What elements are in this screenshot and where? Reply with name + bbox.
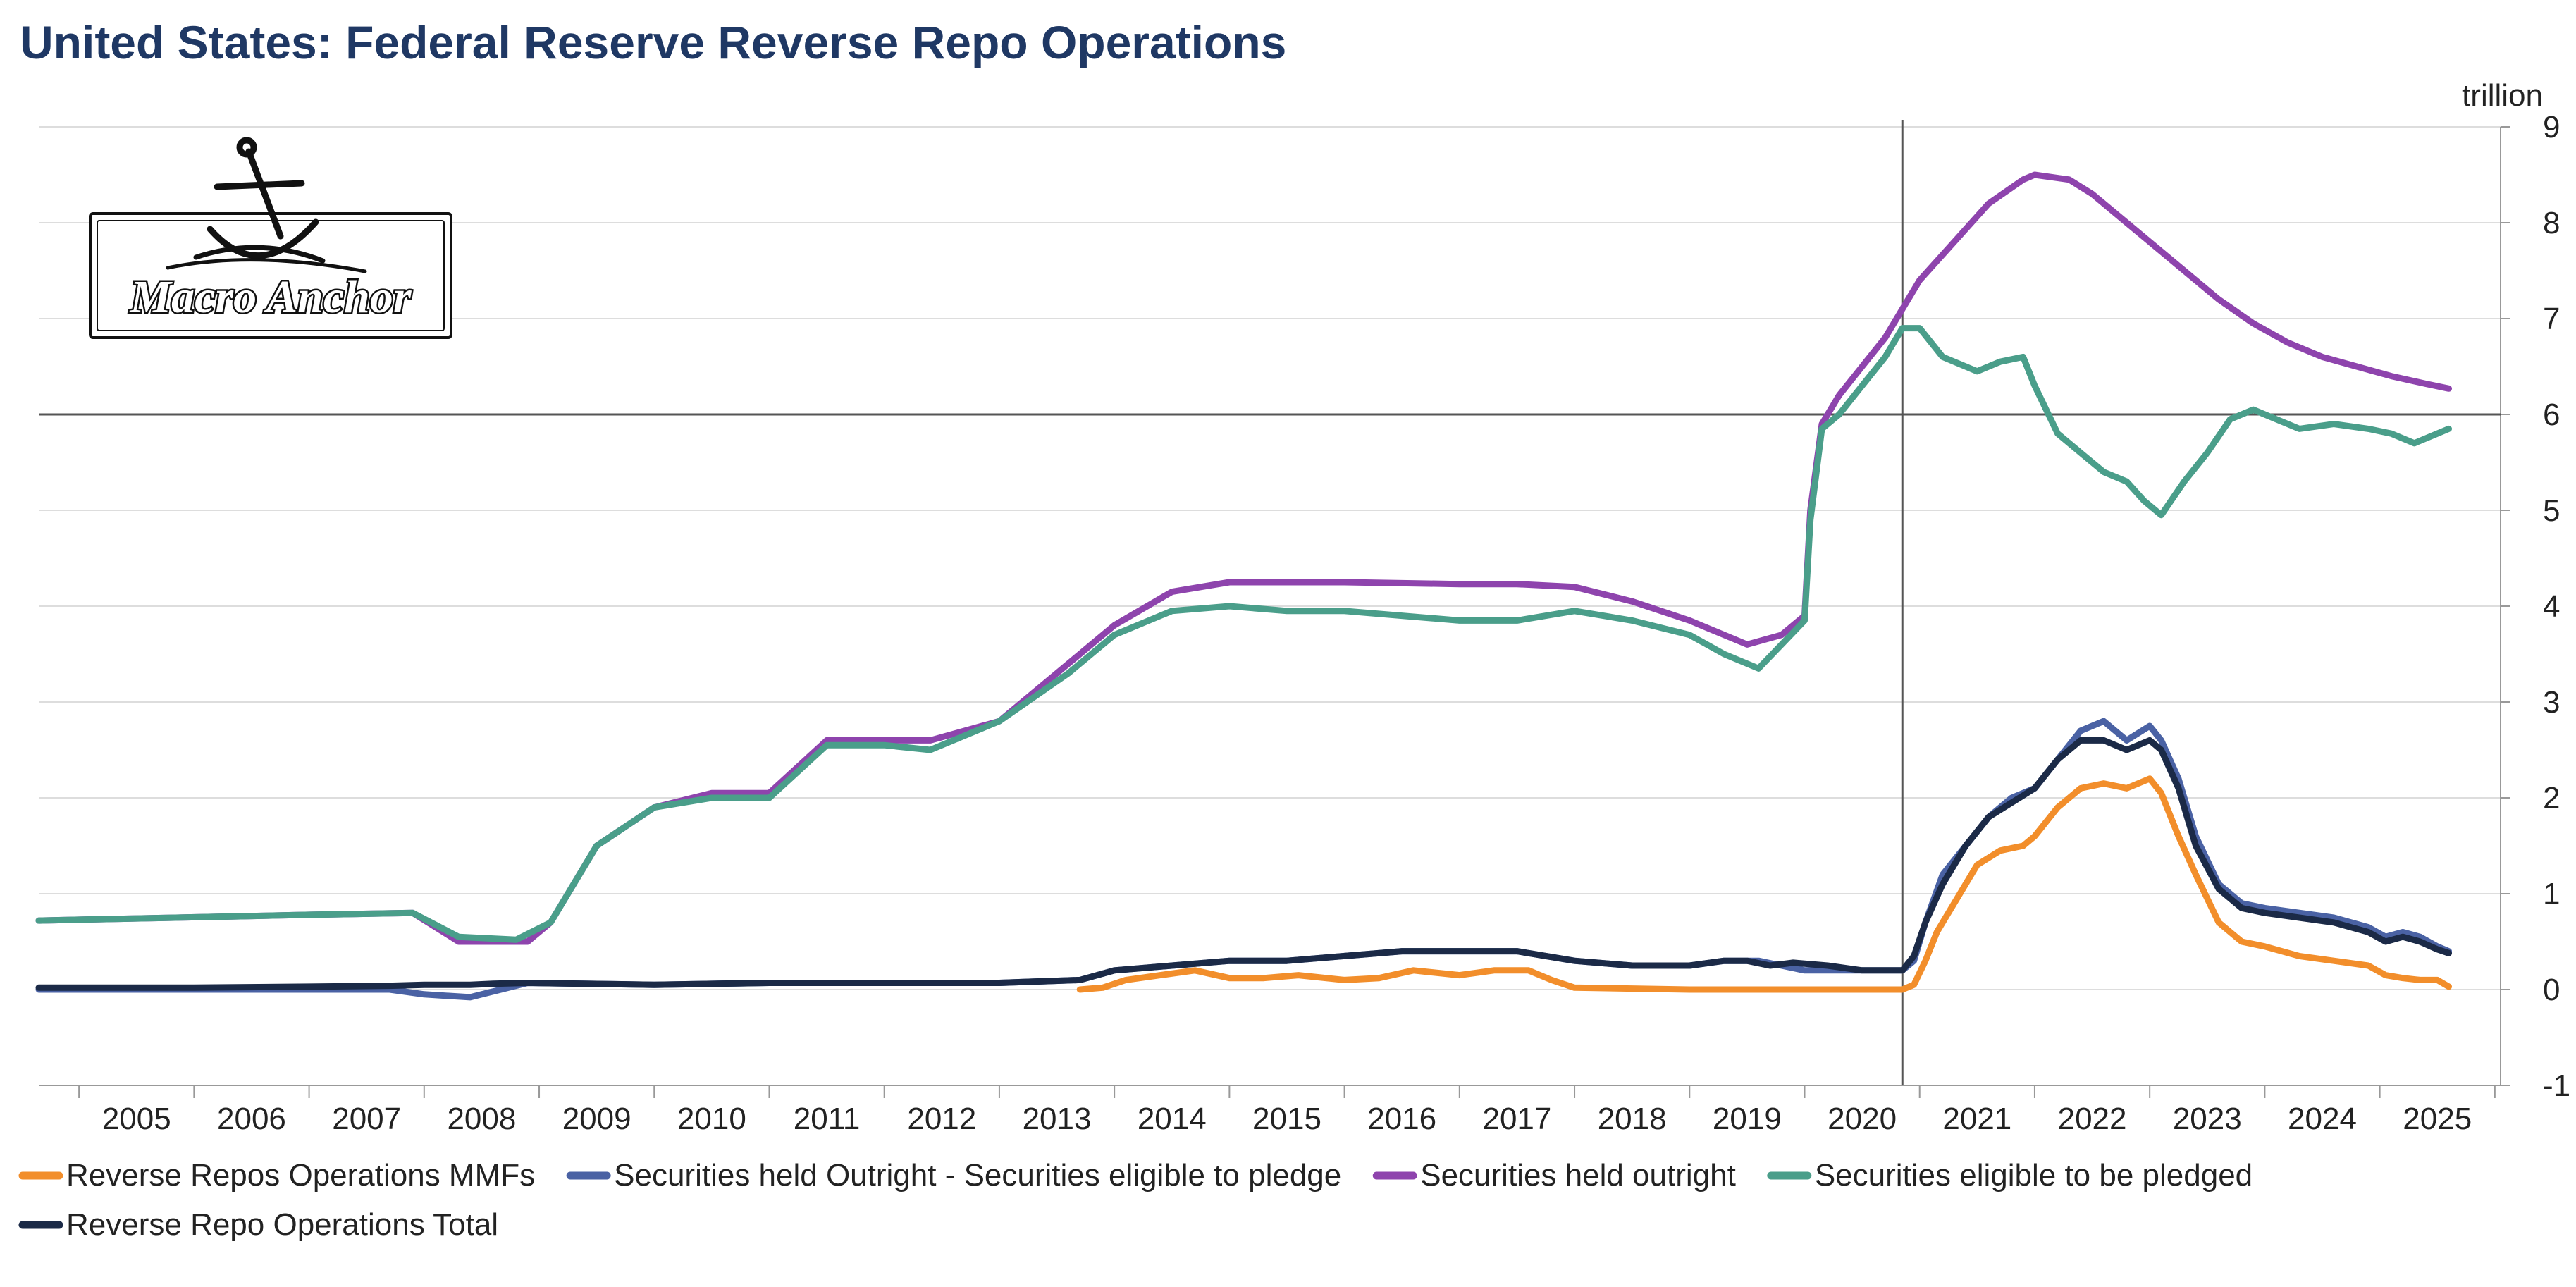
x-tick-label: 2008 xyxy=(447,1102,516,1136)
x-tick-label: 2016 xyxy=(1367,1102,1436,1136)
x-tick-label: 2005 xyxy=(102,1102,171,1136)
y-tick-label: 8 xyxy=(2543,206,2560,240)
x-tick-labels: 2005 2006 2007 2008 2009 2010 2011 2012 2013 2014… xyxy=(78,1085,2496,1136)
x-tick-label: 2014 xyxy=(1138,1102,1207,1136)
y-tick-label: 9 xyxy=(2543,110,2560,144)
x-tick-label: 2024 xyxy=(2288,1102,2357,1136)
x-tick-label: 2022 xyxy=(2058,1102,2127,1136)
macro-anchor-logo: Macro Anchor xyxy=(89,137,452,339)
y-tick-label: 6 xyxy=(2543,398,2560,432)
y-tick-label: -1 xyxy=(2543,1069,2570,1103)
x-tick-label: 2015 xyxy=(1252,1102,1321,1136)
anchor-icon xyxy=(166,137,367,273)
x-tick-label: 2019 xyxy=(1713,1102,1782,1136)
axes xyxy=(39,127,2501,1086)
y-tick-label: 3 xyxy=(2543,685,2560,720)
series-lines xyxy=(35,171,2452,1001)
x-tick-label: 2013 xyxy=(1023,1102,1092,1136)
x-tick-label: 2018 xyxy=(1598,1102,1667,1136)
y-tick-label: 2 xyxy=(2543,781,2560,815)
legend: Reverse Repos Operations MMFs Securities … xyxy=(18,1158,2253,1242)
x-tick-label: 2017 xyxy=(1482,1102,1551,1136)
x-tick-label: 2025 xyxy=(2403,1102,2472,1136)
x-tick-label: 2009 xyxy=(562,1102,631,1136)
legend-label: Securities held outright xyxy=(1420,1158,1736,1193)
series-line xyxy=(35,325,2452,943)
x-tick-label: 2011 xyxy=(794,1102,861,1136)
y-tick-label: 0 xyxy=(2543,973,2560,1007)
x-tick-label: 2010 xyxy=(677,1102,746,1136)
logo-text: Macro Anchor xyxy=(129,271,412,323)
y-tick-label: 5 xyxy=(2543,493,2560,528)
series-line xyxy=(35,737,2452,991)
legend-label: Reverse Repo Operations Total xyxy=(66,1207,498,1242)
x-tick-label: 2020 xyxy=(1828,1102,1897,1136)
reference-lines xyxy=(39,120,2501,1085)
series-line xyxy=(35,718,2452,1001)
x-tick-label: 2006 xyxy=(217,1102,286,1136)
logo-frame-inner xyxy=(97,220,445,331)
y-tick-label: 1 xyxy=(2543,877,2560,911)
chart-title: United States: Federal Reserve Reverse R… xyxy=(20,16,1287,68)
x-tick-label: 2012 xyxy=(907,1102,976,1136)
legend-label: Securities eligible to be pledged xyxy=(1815,1158,2253,1193)
series-line xyxy=(1076,775,2452,993)
x-tick-label: 2023 xyxy=(2173,1102,2242,1136)
y-tick-labels: -1 0 1 2 3 4 5 6 7 8 9 xyxy=(2543,110,2570,1103)
legend-label: Securities held Outright - Securities el… xyxy=(614,1158,1341,1193)
y-tick-label: 7 xyxy=(2543,302,2560,336)
x-tick-label: 2007 xyxy=(332,1102,401,1136)
y-tick-label: 4 xyxy=(2543,589,2560,624)
x-tick-label: 2021 xyxy=(1942,1102,2011,1136)
series-line xyxy=(35,171,2452,945)
legend-label: Reverse Repos Operations MMFs xyxy=(66,1158,535,1193)
y-unit-label: trillion xyxy=(2462,78,2543,113)
